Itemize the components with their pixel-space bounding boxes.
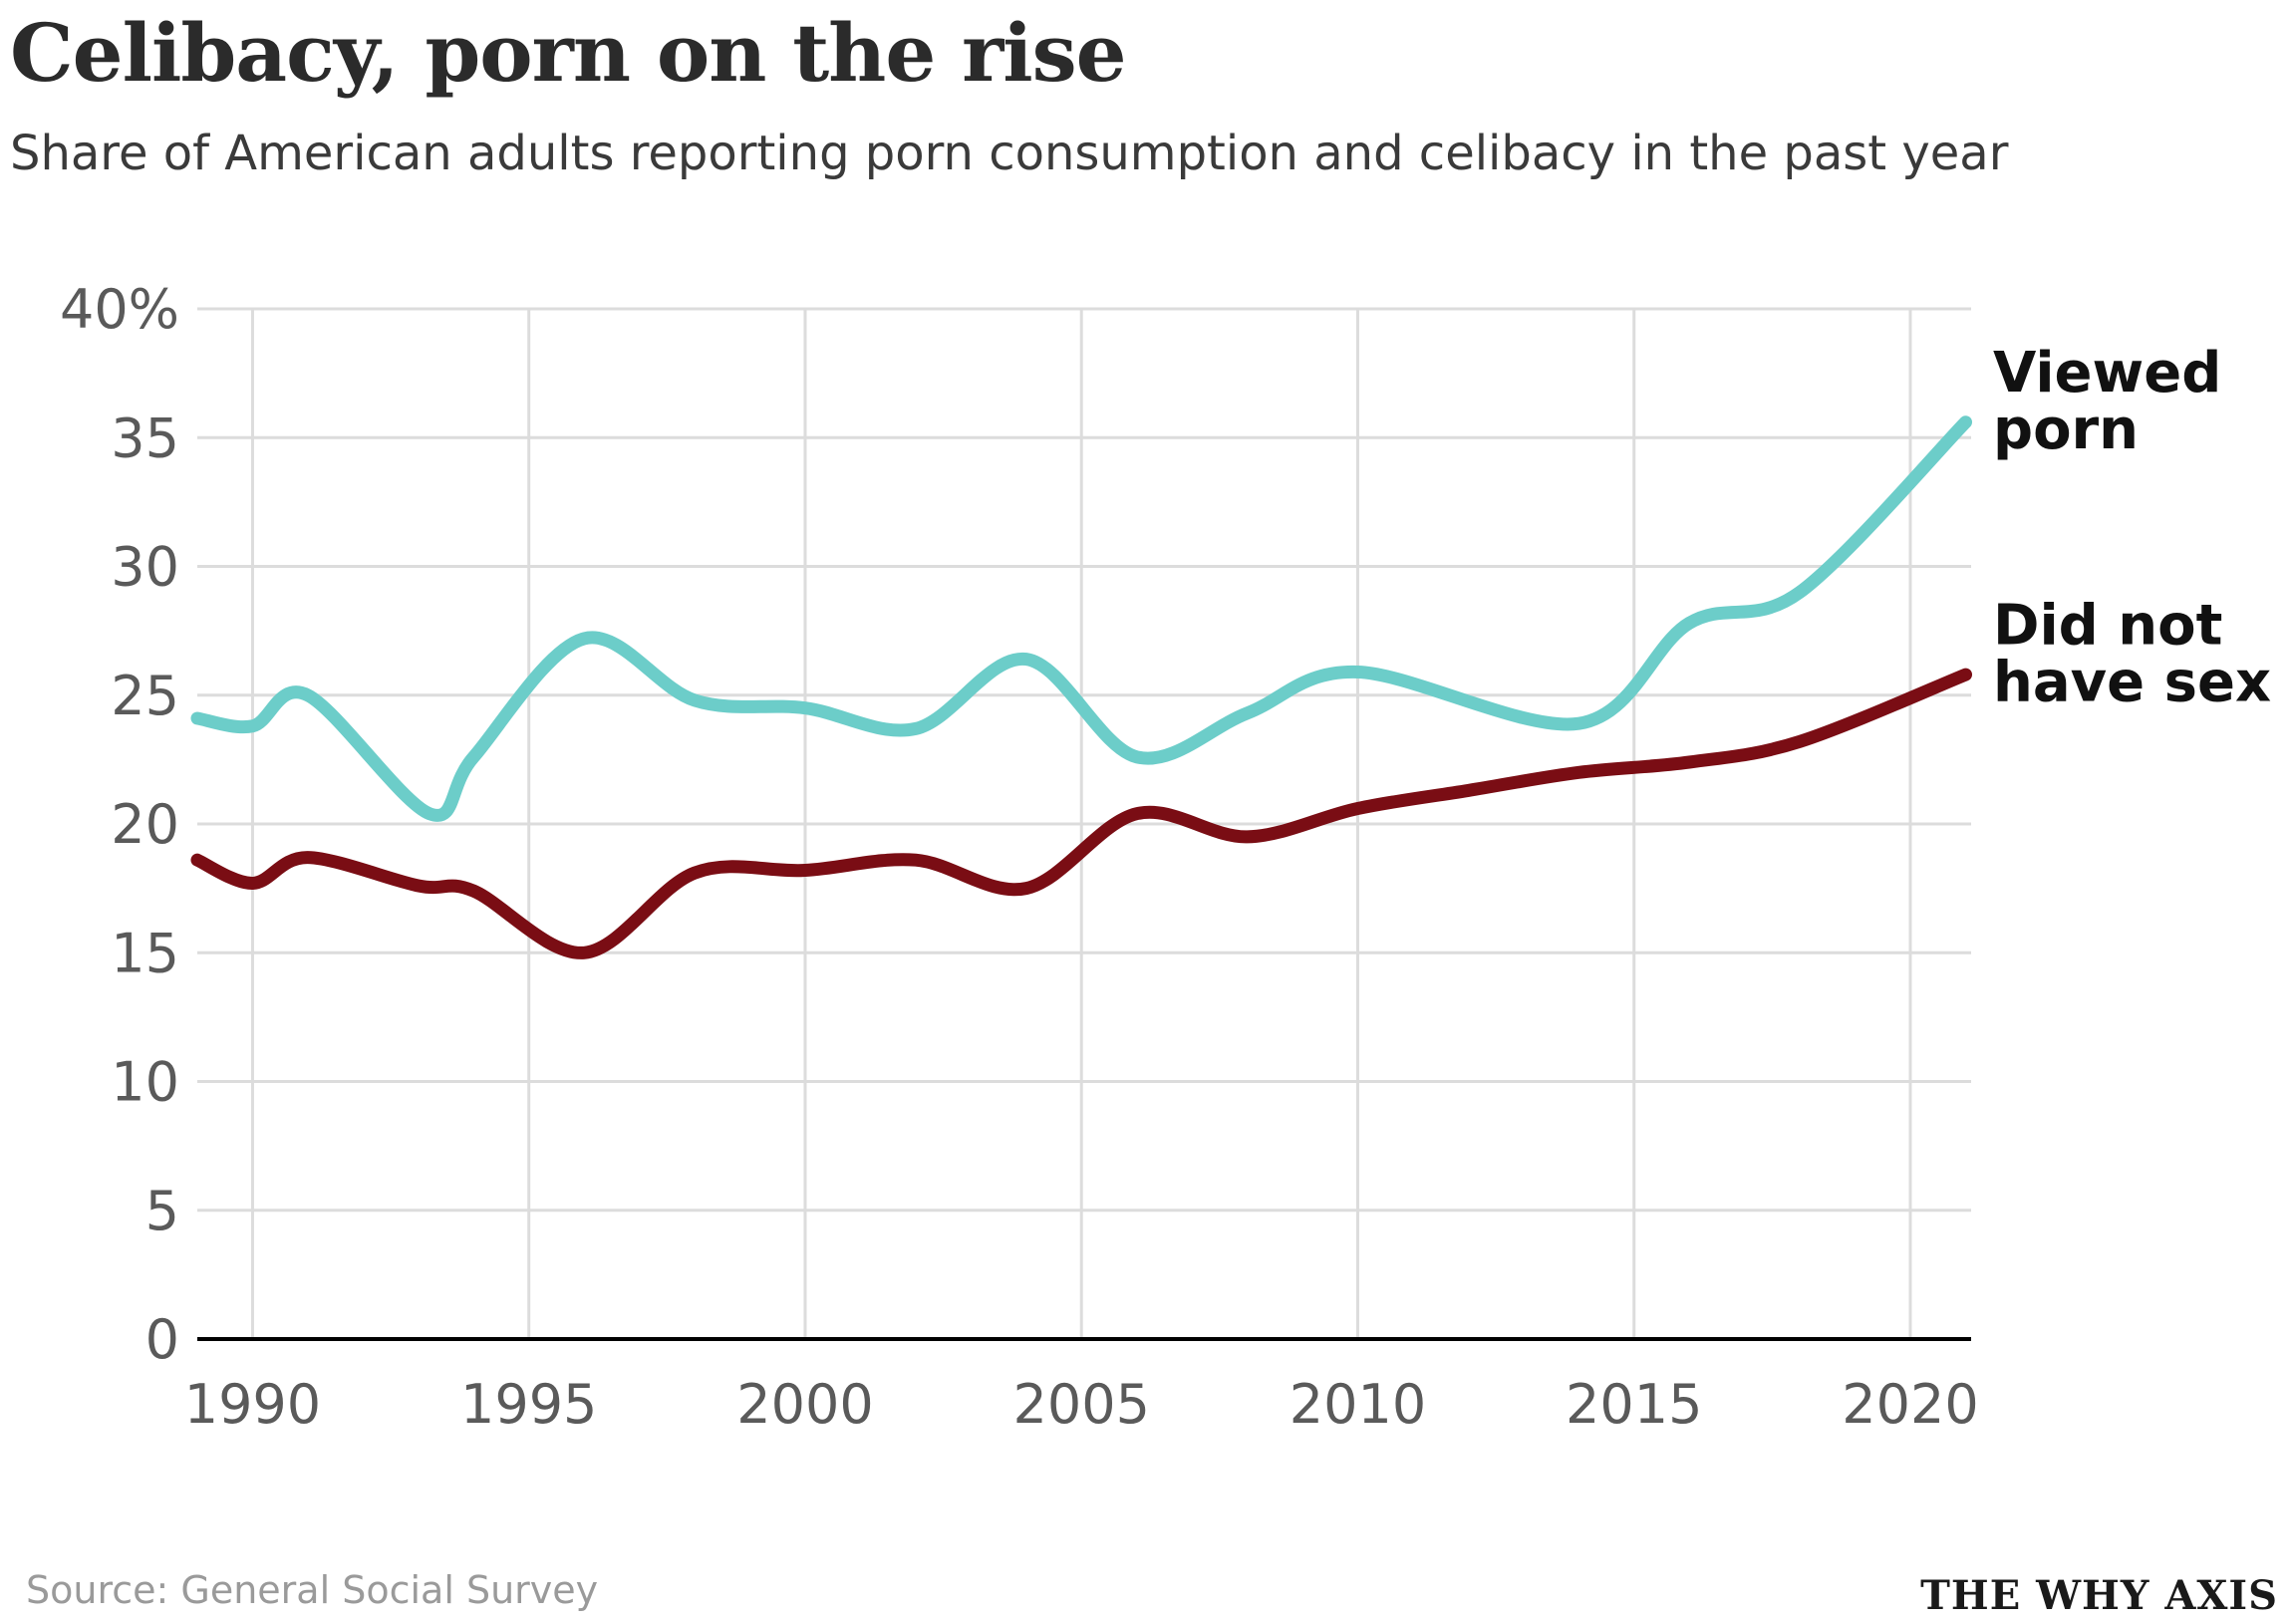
series-label-did-not-have-sex: Did not [1993,594,2222,659]
y-tick-label: 10 [111,1051,179,1114]
grid-layer [197,307,1971,1339]
x-tick-label: 2020 [1842,1373,1978,1436]
series-line-viewed-porn [190,415,1972,822]
series-layer [190,415,1972,959]
y-tick-label: 35 [111,406,179,469]
series-line-did-not-have-sex [190,668,1972,959]
y-tick-label: 5 [145,1180,179,1242]
x-tick-label: 2010 [1289,1373,1426,1436]
chart-subtitle: Share of American adults reporting porn … [10,126,2009,181]
y-tick-label: 40% [60,278,179,341]
y-tick-label: 30 [111,536,179,599]
series-label-viewed-porn: porn [1993,398,2139,462]
x-tick-label: 2005 [1013,1373,1150,1436]
y-tick-label: 25 [111,665,179,727]
y-tick-label: 20 [111,793,179,856]
brand-logo: THE WHY AXIS [1920,1572,2278,1619]
x-tick-label: 1990 [184,1373,321,1436]
chart-title: Celibacy, porn on the rise [10,6,1127,100]
x-tick-label: 2015 [1566,1373,1702,1436]
series-label-did-not-have-sex: have sex [1993,651,2271,715]
label-layer: 0 5 10 15 20 25 30 35 40% 1990 1995 2000 2005 2010 201… [60,278,2271,1436]
series-label-viewed-porn: Viewed [1993,341,2221,406]
y-tick-label: 15 [111,922,179,984]
x-tick-label: 1995 [460,1373,597,1436]
source-note: Source: General Social Survey [26,1568,599,1612]
x-tick-label: 2000 [736,1373,873,1436]
y-tick-label: 0 [145,1308,179,1371]
